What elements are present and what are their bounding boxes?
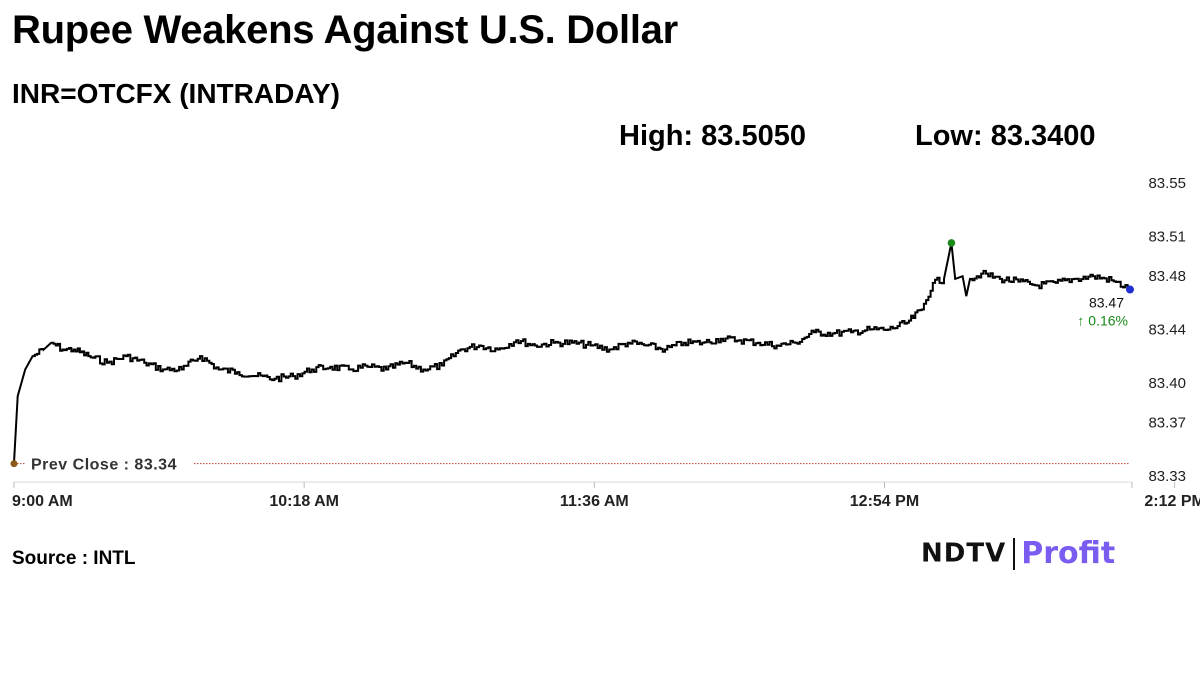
y-tick-label: 83.44 <box>1148 322 1186 339</box>
y-tick-label: 83.33 <box>1148 468 1186 485</box>
chart-subtitle: INR=OTCFX (INTRADAY) <box>12 78 340 109</box>
x-tick-label: 12:54 PM <box>850 493 919 510</box>
last-value-label: 83.47 <box>1089 295 1124 311</box>
y-axis: 83.33 83.37 83.40 83.44 83.48 83.51 83.55 <box>1148 175 1186 485</box>
prev-close-label-background <box>26 452 194 475</box>
high-value-label: High: 83.5050 <box>619 120 806 152</box>
change-percent-label: ↑ 0.16% <box>1077 313 1128 329</box>
high-point-marker <box>947 239 956 247</box>
prev-close-label: Prev Close : 83.34 <box>31 457 177 474</box>
last-point-marker <box>1126 285 1134 294</box>
ndtv-profit-logo: NDTV Profit <box>921 536 1115 576</box>
price-chart: 83.33 83.37 83.40 83.44 83.48 83.51 83.55 9:00… <box>10 175 1200 510</box>
x-tick-label: 11:36 AM <box>560 493 629 510</box>
y-tick-label: 83.55 <box>1148 175 1186 192</box>
y-tick-label: 83.37 <box>1148 415 1186 432</box>
x-tick-label: 9:00 AM <box>12 493 73 510</box>
start-point-marker <box>10 460 18 468</box>
price-series-line <box>13 242 1131 463</box>
low-value-label: Low: 83.3400 <box>915 120 1096 152</box>
x-tick-label: 2:12 PM <box>1144 493 1200 510</box>
logo-divider <box>1013 537 1016 570</box>
x-axis: 9:00 AM 10:18 AM 11:36 AM 12:54 PM 2:12 PM <box>12 481 1200 510</box>
logo-profit-text: Profit <box>1021 536 1116 571</box>
logo-ndtv-text: NDTV <box>921 538 1007 569</box>
y-tick-label: 83.40 <box>1148 375 1186 392</box>
y-tick-label: 83.51 <box>1148 228 1186 245</box>
x-tick-label: 10:18 AM <box>269 493 339 510</box>
y-tick-label: 83.48 <box>1148 268 1186 285</box>
chart-title: Rupee Weakens Against U.S. Dollar <box>12 8 678 52</box>
source-label: Source : INTL <box>12 548 136 569</box>
